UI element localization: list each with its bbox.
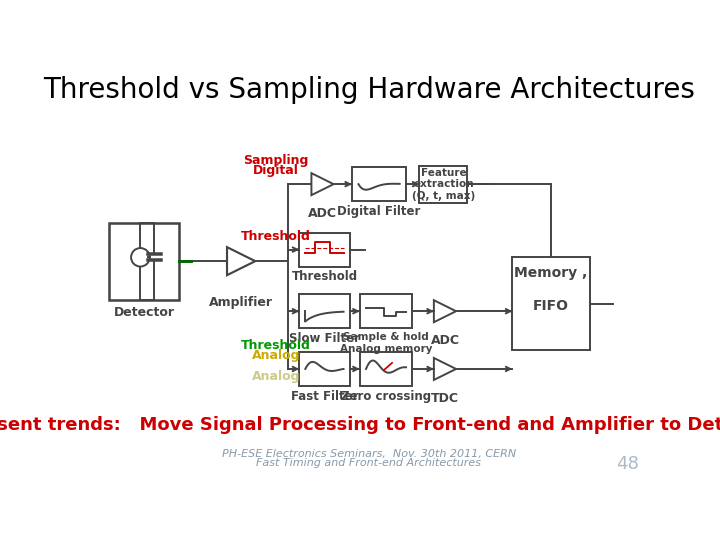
Text: TDC: TDC (431, 392, 459, 405)
Text: Present trends:   Move Signal Processing to Front-end and Amplifier to Detector: Present trends: Move Signal Processing t… (0, 416, 720, 434)
Text: Detector: Detector (114, 306, 175, 319)
Bar (352, 167, 406, 201)
Bar (513, 257, 590, 350)
Text: Threshold: Threshold (241, 231, 311, 244)
Text: Sampling: Sampling (243, 154, 309, 167)
Text: Fast Timing and Front-end Architectures: Fast Timing and Front-end Architectures (256, 458, 482, 468)
Bar (419, 166, 467, 202)
Bar (300, 352, 350, 386)
Text: Slow Filter: Slow Filter (289, 332, 360, 345)
Text: Analog: Analog (252, 370, 300, 383)
Bar (300, 294, 350, 328)
Bar (360, 352, 413, 386)
Text: Threshold vs Sampling Hardware Architectures: Threshold vs Sampling Hardware Architect… (43, 76, 695, 104)
Text: Zero crossing: Zero crossing (341, 390, 431, 403)
Text: Analog: Analog (252, 349, 300, 362)
Text: Memory ,

FIFO: Memory , FIFO (515, 266, 588, 313)
Text: Threshold: Threshold (241, 339, 311, 352)
Text: 48: 48 (616, 455, 639, 472)
Text: Sample & hold
Analog memory: Sample & hold Analog memory (340, 332, 432, 354)
Text: Feature
extraction
(Q, t, max): Feature extraction (Q, t, max) (412, 167, 475, 201)
Text: Digital: Digital (253, 164, 299, 177)
Bar (360, 294, 413, 328)
Bar (109, 222, 179, 300)
Text: Threshold: Threshold (292, 271, 358, 284)
Text: Digital Filter: Digital Filter (338, 205, 420, 218)
Bar (300, 233, 350, 267)
Text: Fast Filter: Fast Filter (291, 390, 358, 403)
Text: ADC: ADC (308, 207, 337, 220)
Text: Amplifier: Amplifier (209, 296, 273, 309)
Text: PH-ESE Electronics Seminars,  Nov. 30th 2011, CERN: PH-ESE Electronics Seminars, Nov. 30th 2… (222, 449, 516, 459)
Text: ADC: ADC (431, 334, 459, 347)
